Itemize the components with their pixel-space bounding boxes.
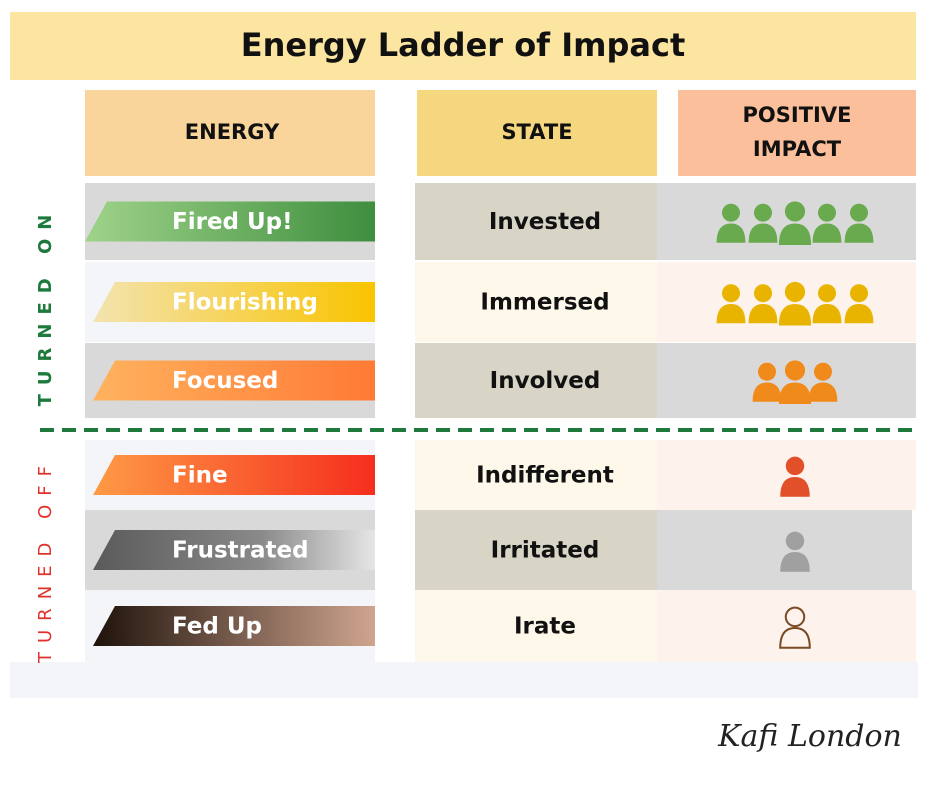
state-label: Immersed <box>480 290 609 316</box>
person-head <box>814 362 832 381</box>
row-bg <box>415 590 657 662</box>
group-on: TURNED ON <box>35 206 56 407</box>
energy-label: Focused <box>172 368 278 394</box>
energy-banner <box>93 530 375 570</box>
row-bg <box>415 183 657 260</box>
header-state: STATE <box>501 120 572 144</box>
person-body <box>716 304 746 324</box>
row-bg <box>415 343 657 418</box>
energy-banner <box>93 360 375 401</box>
energy-banner <box>93 606 375 646</box>
person-body <box>779 626 811 649</box>
row-bg <box>657 343 916 418</box>
title: Energy Ladder of Impact <box>241 26 686 64</box>
energy-label: Fed Up <box>172 614 262 640</box>
energy-banner <box>93 455 375 495</box>
header-cell <box>678 90 916 176</box>
energy-banner <box>85 201 375 242</box>
row-bg <box>415 262 657 342</box>
person-body <box>778 223 812 246</box>
person-head <box>784 606 806 628</box>
row-bg <box>657 262 916 342</box>
energy-label: Fine <box>172 463 228 489</box>
state-label: Irritated <box>491 538 600 564</box>
person-body <box>844 223 874 243</box>
person-head <box>784 360 806 381</box>
person-head <box>785 531 805 551</box>
row-bg <box>657 440 916 510</box>
header-cell <box>85 90 375 176</box>
person-head <box>818 203 836 222</box>
person-body <box>844 304 874 324</box>
state-label: Indifferent <box>476 463 614 489</box>
header-energy: ENERGY <box>185 120 280 144</box>
person-head <box>722 284 740 303</box>
person-body <box>812 223 842 243</box>
person-body <box>812 304 842 324</box>
footer-band <box>10 662 918 698</box>
person-head <box>850 203 868 222</box>
header-impact: POSITIVE IMPACT <box>742 103 852 161</box>
person-head <box>818 284 836 303</box>
person-head <box>754 203 772 222</box>
state-label: Involved <box>490 368 601 394</box>
row-bg <box>415 440 657 510</box>
person-head <box>722 203 740 222</box>
group-off: TURNED OFF <box>35 457 56 664</box>
energy-label: Fired Up! <box>172 209 293 235</box>
person-body <box>748 304 778 324</box>
row-bg <box>657 510 912 590</box>
person-head <box>758 362 776 381</box>
state-label: Invested <box>489 209 601 235</box>
energy-label: Frustrated <box>172 538 309 564</box>
row-bg <box>657 590 916 662</box>
person-body <box>808 382 838 402</box>
state-label: Irate <box>514 614 576 640</box>
person-body <box>716 223 746 243</box>
person-head <box>850 284 868 303</box>
title-bar <box>10 12 916 80</box>
energy-banner <box>93 282 375 322</box>
person-head <box>754 284 772 303</box>
person-body <box>748 223 778 243</box>
row-bg <box>415 510 657 590</box>
energy-label: Flourishing <box>172 290 318 316</box>
person-head <box>785 456 805 476</box>
row-bg <box>657 183 916 260</box>
person-head <box>784 201 806 222</box>
header-cell <box>417 90 657 176</box>
person-body <box>778 382 812 405</box>
person-body <box>778 304 812 326</box>
person-body <box>752 382 782 402</box>
person-body <box>780 552 810 572</box>
person-head <box>784 281 806 302</box>
signature: Kafi London <box>717 719 902 754</box>
person-body <box>780 477 810 497</box>
header-impact-box: POSITIVE IMPACT <box>742 103 852 161</box>
